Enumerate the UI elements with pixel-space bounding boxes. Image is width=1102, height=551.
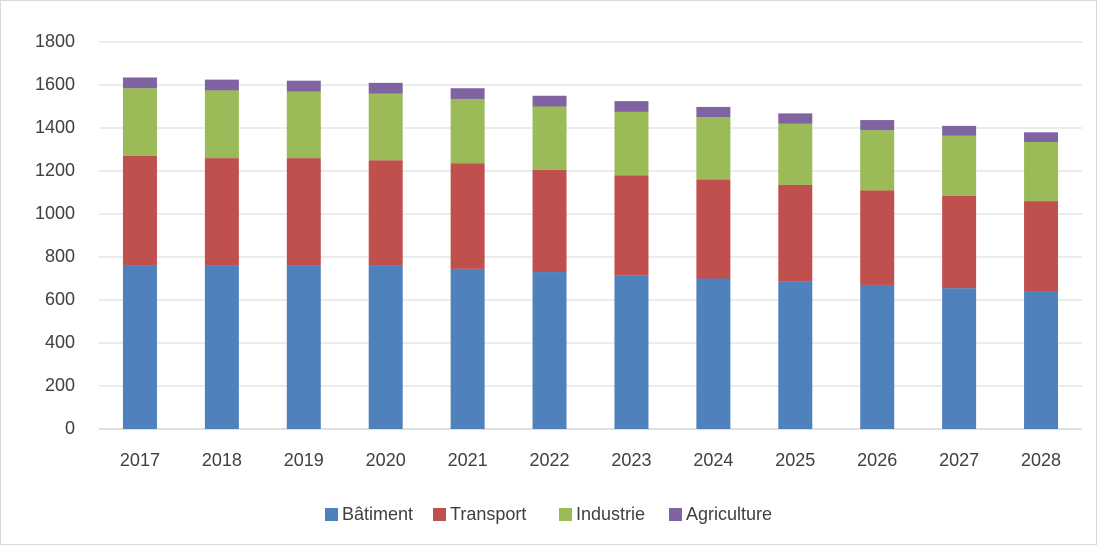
y-tick-label: 1400 <box>35 117 75 137</box>
x-tick-label: 2021 <box>448 450 488 470</box>
y-tick-label: 800 <box>45 246 75 266</box>
bar-segment <box>286 91 321 159</box>
x-tick-label: 2026 <box>857 450 897 470</box>
bar-segment <box>860 120 895 131</box>
bar-segment <box>286 80 321 92</box>
legend-label: Industrie <box>576 504 645 524</box>
bar-segment <box>122 265 157 429</box>
x-tick-label: 2027 <box>939 450 979 470</box>
bar-segment <box>696 117 731 180</box>
y-tick-label: 1000 <box>35 203 75 223</box>
x-tick-label: 2023 <box>611 450 651 470</box>
bar-segment <box>696 278 731 429</box>
bar-segment <box>204 90 239 159</box>
bar-segment <box>614 111 649 176</box>
bar-segment <box>122 77 157 89</box>
legend-label: Bâtiment <box>342 504 413 524</box>
bar-segment <box>942 125 977 136</box>
legend-label: Agriculture <box>686 504 772 524</box>
y-tick-label: 1600 <box>35 74 75 94</box>
bar-segment <box>532 272 567 429</box>
bar-segment <box>1024 141 1059 202</box>
bar-segment <box>778 281 813 429</box>
bar-segment <box>614 275 649 429</box>
legend-label: Transport <box>450 504 526 524</box>
x-tick-label: 2020 <box>366 450 406 470</box>
bar-segment <box>614 101 649 112</box>
legend-swatch <box>433 508 446 521</box>
bar-segment <box>204 265 239 429</box>
x-tick-label: 2019 <box>284 450 324 470</box>
x-tick-label: 2017 <box>120 450 160 470</box>
x-tick-label: 2024 <box>693 450 733 470</box>
bar-segment <box>532 106 567 170</box>
bar-segment <box>1024 132 1059 142</box>
bar-segment <box>1024 291 1059 429</box>
bar-segment <box>532 169 567 273</box>
y-tick-label: 400 <box>45 332 75 352</box>
x-tick-label: 2018 <box>202 450 242 470</box>
legend-swatch <box>559 508 572 521</box>
y-tick-label: 1200 <box>35 160 75 180</box>
bar-segment <box>368 265 403 429</box>
bar-segment <box>1024 201 1059 292</box>
bar-segment <box>122 88 157 156</box>
legend-swatch <box>325 508 338 521</box>
y-tick-label: 1800 <box>35 31 75 51</box>
bar-segment <box>286 265 321 429</box>
bar-segment <box>368 160 403 266</box>
x-tick-label: 2022 <box>530 450 570 470</box>
bar-segment <box>450 163 485 269</box>
bar-segment <box>204 79 239 91</box>
bar-segment <box>696 179 731 279</box>
bar-segment <box>368 82 403 94</box>
x-tick-label: 2028 <box>1021 450 1061 470</box>
bar-segment <box>122 155 157 266</box>
bar-segment <box>778 113 813 124</box>
y-tick-label: 200 <box>45 375 75 395</box>
bar-segment <box>860 190 895 285</box>
x-tick-label: 2025 <box>775 450 815 470</box>
bar-segment <box>860 130 895 191</box>
bar-segment <box>778 184 813 282</box>
bar-segment <box>942 135 977 196</box>
bar-segment <box>286 158 321 266</box>
y-tick-label: 0 <box>65 418 75 438</box>
y-tick-label: 600 <box>45 289 75 309</box>
bar-segment <box>450 88 485 99</box>
bar-segment <box>450 98 485 164</box>
bar-segment <box>532 95 567 107</box>
legend-swatch <box>669 508 682 521</box>
bar-segment <box>778 123 813 185</box>
bar-segment <box>942 195 977 289</box>
bar-segment <box>368 93 403 161</box>
bar-segment <box>204 158 239 266</box>
bar-segment <box>614 175 649 276</box>
bar-segment <box>860 284 895 429</box>
bar-segment <box>450 268 485 429</box>
bar-segment <box>942 288 977 429</box>
bar-segment <box>696 106 731 118</box>
